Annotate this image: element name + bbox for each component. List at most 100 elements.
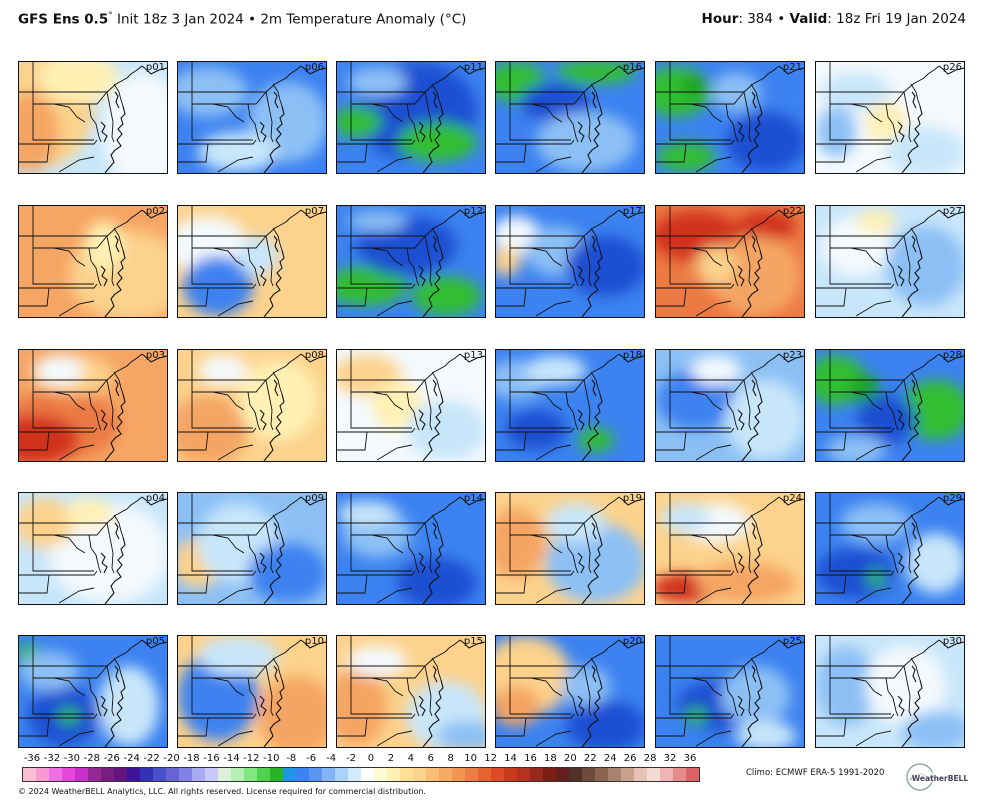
field-unit-close: ) — [461, 11, 467, 28]
colorbar-tick-label: 6 — [427, 753, 434, 764]
colorbar-swatch — [335, 768, 348, 781]
colorbar-tick-label: 10 — [464, 753, 478, 764]
member-label: p14 — [463, 493, 483, 504]
anomaly-map — [496, 62, 644, 173]
member-label: p12 — [463, 206, 483, 217]
colorbar-tick-label: -12 — [243, 753, 260, 764]
colorbar-tick-label: -32 — [43, 753, 61, 764]
valid-bullet: • — [777, 11, 790, 27]
field-unit: °C — [444, 11, 462, 28]
colorbar-swatch — [88, 768, 101, 781]
ensemble-panel-p11: p11 — [336, 61, 486, 174]
anomaly-map — [19, 493, 167, 604]
anomaly-map — [656, 493, 804, 604]
anomaly-map — [656, 62, 804, 173]
colorbar-tick-label: -14 — [223, 753, 240, 764]
member-label: p29 — [942, 493, 962, 504]
member-label: p20 — [622, 636, 642, 647]
member-label: p27 — [942, 206, 962, 217]
ensemble-panel-p23: p23 — [655, 349, 805, 462]
member-label: p28 — [942, 350, 962, 361]
colorbar-tick-label: 24 — [603, 753, 617, 764]
colorbar-tick-label: -36 — [23, 753, 41, 764]
colorbar-swatch — [465, 768, 478, 781]
colorbar-tick-label: 22 — [583, 753, 597, 764]
ensemble-panel-p04: p04 — [18, 492, 168, 605]
anomaly-map — [337, 62, 485, 173]
valid-label: Valid — [789, 11, 828, 27]
member-label: p09 — [304, 493, 324, 504]
colorbar-swatch — [153, 768, 166, 781]
member-label: p23 — [782, 350, 802, 361]
anomaly-map — [337, 206, 485, 317]
colorbar-swatch — [439, 768, 452, 781]
ensemble-panel-grid: p01 p02 p03 p04 p05 p06 p07 p08 p09 p10 p11 p12 p13 p… — [18, 61, 965, 748]
member-label: p21 — [782, 62, 802, 73]
colorbar-swatch — [569, 768, 582, 781]
colorbar-swatch — [413, 768, 426, 781]
colorbar-swatch — [23, 768, 36, 781]
colorbar-swatch — [309, 768, 322, 781]
ensemble-panel-p16: p16 — [495, 61, 645, 174]
colorbar-swatch — [36, 768, 49, 781]
colorbar-swatch — [218, 768, 231, 781]
colorbar-swatch — [387, 768, 400, 781]
colorbar-swatch — [348, 768, 361, 781]
colorbar-swatch — [478, 768, 491, 781]
field-name: 2m Temperature Anomaly ( — [260, 11, 445, 28]
colorbar-tick-label: 8 — [447, 753, 454, 764]
ensemble-panel-p06: p06 — [177, 61, 327, 174]
member-label: p15 — [463, 636, 483, 647]
colorbar-tick-label: 2 — [387, 753, 395, 764]
colorbar-swatch — [491, 768, 504, 781]
ensemble-panel-p14: p14 — [336, 492, 486, 605]
member-label: p17 — [622, 206, 642, 217]
colorbar-swatch — [673, 768, 686, 781]
colorbar-tick-label: 16 — [524, 753, 537, 764]
title-separator: • — [243, 11, 261, 28]
anomaly-map — [496, 350, 644, 461]
colorbar-swatch — [686, 768, 699, 781]
colorbar-swatch — [114, 768, 127, 781]
colorbar-tick-label: -10 — [263, 753, 280, 764]
colorbar: -36 -32 -30 -28 -26 -24 -22 -20 -18 -16 -14 -12 -10-… — [22, 753, 700, 782]
colorbar-tick-label: -8 — [286, 753, 297, 764]
hour-label: Hour — [701, 11, 739, 27]
ensemble-panel-p07: p07 — [177, 205, 327, 318]
ensemble-panel-p22: p22 — [655, 205, 805, 318]
anomaly-map — [178, 350, 326, 461]
colorbar-tick-label: -6 — [306, 753, 317, 764]
anomaly-map — [178, 206, 326, 317]
member-label: p07 — [304, 206, 324, 217]
colorbar-tick-label: 36 — [683, 753, 697, 764]
colorbar-swatch — [244, 768, 257, 781]
ensemble-panel-p13: p13 — [336, 349, 486, 462]
ensemble-panel-p25: p25 — [655, 635, 805, 748]
member-label: p30 — [942, 636, 962, 647]
colorbar-swatch — [296, 768, 309, 781]
colorbar-swatch — [75, 768, 88, 781]
ensemble-panel-p17: p17 — [495, 205, 645, 318]
colorbar-swatch — [270, 768, 283, 781]
ensemble-panel-p12: p12 — [336, 205, 486, 318]
ensemble-panel-p27: p27 — [815, 205, 965, 318]
member-label: p02 — [145, 206, 165, 217]
member-label: p03 — [145, 350, 165, 361]
ensemble-panel-p01: p01 — [18, 61, 168, 174]
anomaly-map — [656, 206, 804, 317]
colorbar-tick-label: 12 — [484, 753, 497, 764]
anomaly-map — [178, 493, 326, 604]
anomaly-map — [656, 350, 804, 461]
colorbar-swatch — [179, 768, 192, 781]
member-label: p25 — [782, 636, 802, 647]
colorbar-tick-label: 14 — [504, 753, 517, 764]
weatherbell-logo-icon: WeatherBELL — [906, 763, 968, 791]
climo-source: Climo: ECMWF ERA-5 1991-2020 — [746, 768, 885, 778]
ensemble-panel-p20: p20 — [495, 635, 645, 748]
colorbar-swatch — [582, 768, 595, 781]
ensemble-panel-p03: p03 — [18, 349, 168, 462]
colorbar-tick-label: -16 — [203, 753, 220, 764]
anomaly-map — [337, 636, 485, 747]
colorbar-swatch — [166, 768, 179, 781]
anomaly-map — [496, 636, 644, 747]
